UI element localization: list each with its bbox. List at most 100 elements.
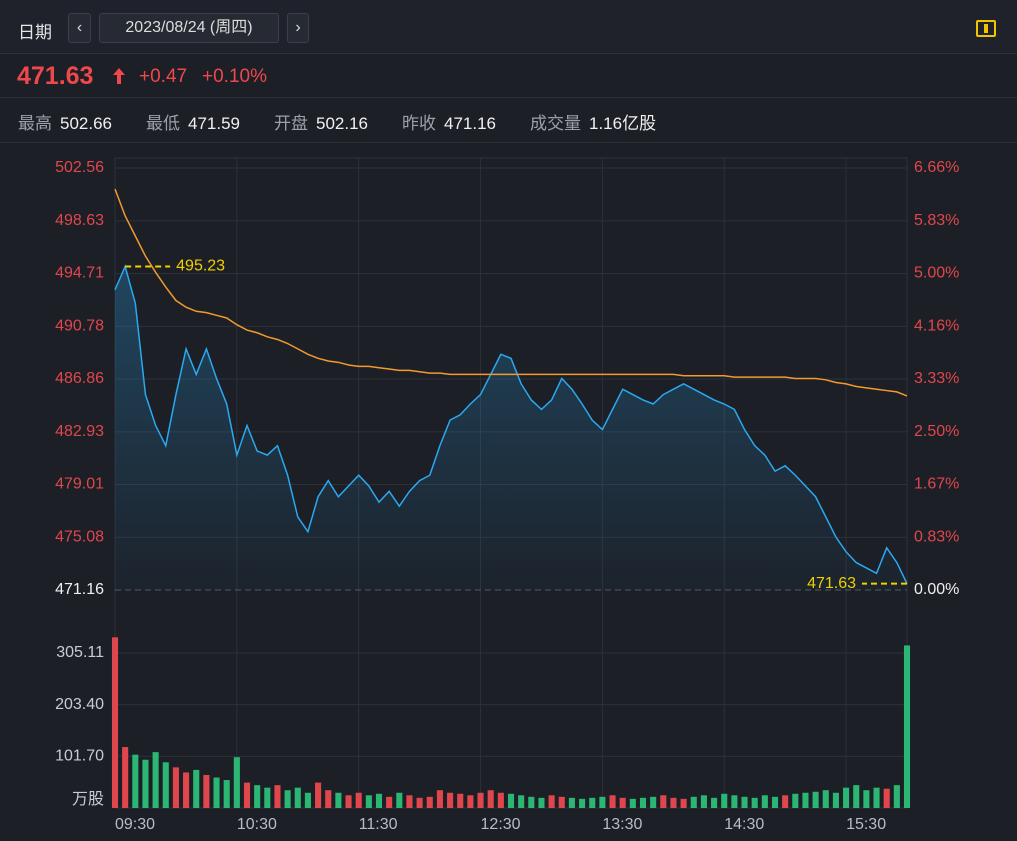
volume-bar	[406, 795, 413, 808]
x-tick-label: 14:30	[724, 816, 764, 833]
volume-bar	[629, 798, 636, 808]
volume-bar	[609, 795, 616, 808]
x-tick-label: 10:30	[237, 816, 277, 833]
volume-bar	[233, 757, 240, 808]
volume-bar	[467, 795, 474, 808]
y-tick-label: 490.78	[55, 318, 104, 335]
stat: 开盘 502.16	[274, 109, 368, 134]
annotation-label: 495.23	[176, 258, 225, 275]
volume-bar	[193, 769, 200, 808]
volume-bar	[183, 772, 190, 808]
volume-bar	[863, 790, 870, 808]
volume-bar	[223, 780, 230, 808]
change-pct: +0.10%	[202, 66, 267, 87]
volume-bar	[111, 637, 119, 808]
volume-bar	[832, 792, 839, 808]
next-day[interactable]: ›	[287, 13, 309, 43]
stat-value: 471.59	[188, 114, 240, 133]
annotation-label: 471.63	[807, 575, 856, 592]
y2-tick-label: 3.33%	[914, 370, 959, 387]
price-line	[114, 264, 908, 585]
volume-bar	[335, 792, 342, 808]
date-label: 日期	[18, 23, 52, 42]
volume-bar	[792, 793, 799, 808]
y-tick-label: 502.56	[55, 159, 104, 176]
volume-bar	[243, 782, 251, 808]
stat-label: 昨收	[402, 114, 436, 133]
layout-toggle[interactable]	[976, 20, 996, 37]
volume-bar	[518, 795, 525, 808]
volume-bar	[284, 790, 291, 808]
volume-bar	[802, 792, 809, 808]
volume-bar	[507, 793, 515, 808]
y-tick-label: 471.16	[55, 581, 104, 598]
volume-bar	[325, 790, 332, 808]
volume-bar	[386, 796, 393, 808]
volume-bar	[548, 795, 555, 808]
y2-tick-label: 4.16%	[914, 318, 959, 335]
volume-bar	[477, 792, 484, 808]
volume-bar	[883, 788, 890, 808]
y2-tick-label: 5.83%	[914, 212, 959, 229]
change: +0.47	[139, 66, 188, 87]
volume-bar	[416, 797, 423, 808]
y-tick-label: 482.93	[55, 423, 104, 440]
y2-tick-label: 2.50%	[914, 423, 959, 440]
volume-bar	[711, 797, 718, 808]
volume-bar	[579, 798, 586, 808]
y-tick-label: 479.01	[55, 476, 104, 493]
volume-bar	[315, 782, 322, 808]
price-row: 471.63 +0.47 +0.10%	[0, 54, 1017, 98]
up-arrow	[113, 68, 125, 84]
volume-bar	[822, 790, 829, 808]
y-tick-label: 498.63	[55, 212, 104, 229]
average-line	[114, 188, 908, 397]
volume-bar	[528, 796, 535, 808]
date-picker[interactable]: 2023/08/24 (周四)	[99, 13, 279, 43]
stat-value: 502.66	[60, 114, 112, 133]
volume-bar	[122, 747, 129, 808]
volume-tick-label: 101.70	[55, 748, 104, 765]
volume-bar	[538, 797, 545, 808]
volume-bar	[761, 795, 768, 808]
stat: 昨收 471.16	[402, 109, 496, 134]
chart: 09:30 10:30 11:30 12:30 13:30 14:30 15:30 502.5…	[55, 157, 959, 833]
volume-bar	[660, 795, 667, 808]
stat-label: 开盘	[274, 114, 308, 133]
y-tick-label: 494.71	[55, 265, 104, 282]
stat-value: 502.16	[316, 114, 368, 133]
y2-tick-label: 0.00%	[914, 581, 959, 598]
volume-bar	[497, 792, 504, 808]
stat: 成交量 1.16亿股	[530, 109, 656, 134]
volume-bar	[690, 796, 697, 808]
volume-bar	[213, 777, 220, 808]
prev-day[interactable]: ‹	[68, 13, 91, 43]
y-tick-label: 475.08	[55, 529, 104, 546]
volume-bar	[426, 796, 433, 808]
volume-bar	[680, 798, 687, 808]
volume-bar	[568, 797, 575, 808]
y2-tick-label: 6.66%	[914, 159, 959, 176]
volume-bar	[903, 645, 911, 808]
x-tick-label: 11:30	[359, 816, 398, 833]
volume-tick-label: 305.11	[56, 644, 104, 661]
y2-tick-label: 1.67%	[914, 475, 959, 492]
stat-value: 1.16亿股	[589, 114, 657, 133]
last-price: 471.63	[17, 62, 94, 90]
volume-bar	[396, 792, 403, 808]
volume-bar	[172, 767, 179, 808]
volume-bar	[731, 795, 738, 808]
volume-bar	[436, 790, 443, 808]
stats-row: 最高 502.66 最低 471.59 开盘 502.16 昨收 471.16 成交量 1.16亿…	[0, 98, 1017, 143]
volume-bar	[447, 792, 454, 808]
y2-tick-label: 5.00%	[914, 264, 959, 281]
volume-bar	[843, 787, 850, 808]
volume-bar	[487, 790, 494, 808]
stat-label: 最低	[146, 114, 180, 133]
volume-bar	[264, 787, 271, 808]
volume-bar	[142, 759, 149, 808]
y2-tick-label: 0.83%	[914, 529, 959, 546]
volume-unit: 万股	[72, 790, 104, 808]
x-tick-label: 12:30	[481, 816, 521, 833]
